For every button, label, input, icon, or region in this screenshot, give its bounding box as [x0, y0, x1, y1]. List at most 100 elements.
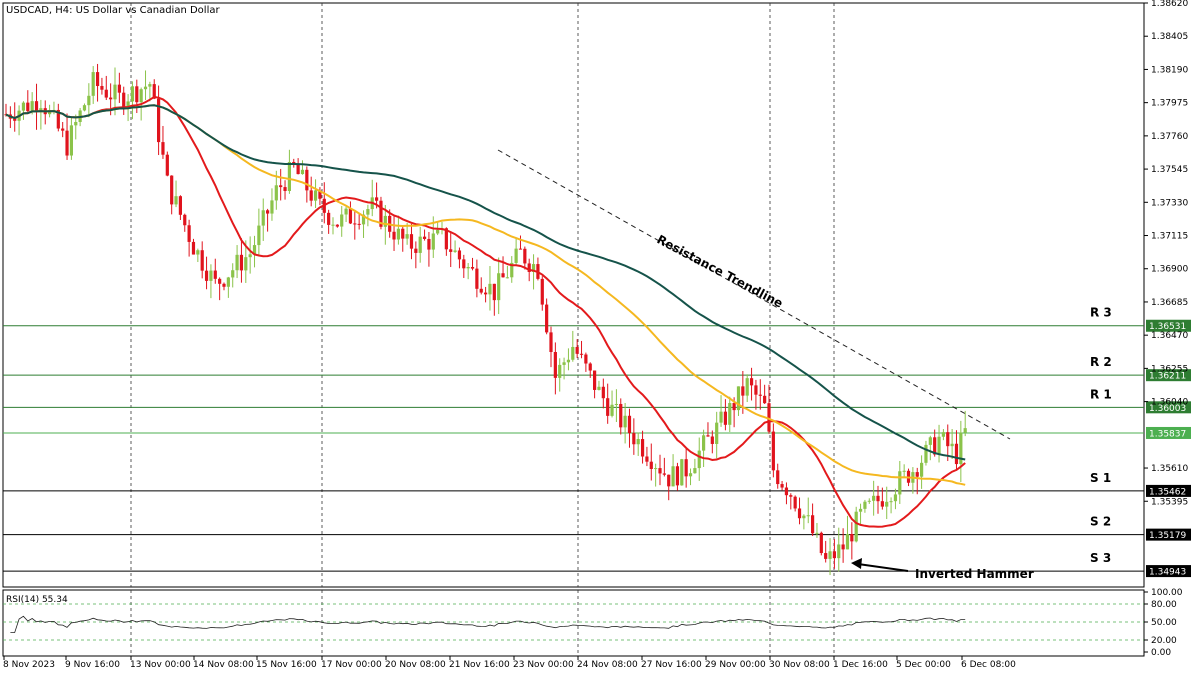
candle-bull [719, 411, 723, 423]
trendline-label: Resistance Trendline [655, 232, 786, 310]
candle-bear [915, 472, 919, 477]
candle-bull [562, 362, 566, 365]
candle-bull [418, 236, 422, 253]
candle-bull [231, 270, 235, 278]
candle-bear [13, 118, 17, 121]
candle-bull [69, 125, 73, 156]
candle-bear [584, 354, 588, 364]
candle-bear [183, 214, 187, 226]
rsi-tick-label: 20.00 [1151, 636, 1177, 646]
candle-bull [566, 359, 571, 363]
candle-bear [619, 403, 623, 428]
level-name: S 3 [1090, 551, 1111, 565]
candle-bull [924, 444, 928, 463]
candle-bull [571, 346, 575, 360]
y-tick-label: 1.38405 [1151, 32, 1188, 42]
candle-bear [749, 378, 754, 386]
candle-bear [667, 474, 671, 487]
candle-bear [191, 241, 196, 255]
price-panel-border [2, 2, 1145, 588]
candle-bear [296, 163, 300, 175]
candle-bear [588, 363, 592, 371]
candle-bull [745, 378, 749, 396]
candle-bear [152, 84, 156, 99]
candle-bull [693, 468, 697, 474]
candle-bull [143, 86, 148, 90]
candle-bull [893, 494, 898, 502]
hammer-arrow-line [857, 563, 909, 572]
x-tick-label: 1 Dec 16:00 [833, 660, 888, 670]
rsi-label: RSI(14) 55.34 [6, 595, 68, 605]
candle-bear [484, 292, 488, 295]
candle-bear [501, 273, 505, 278]
candle-bear [56, 109, 60, 129]
candle-bear [65, 130, 69, 156]
ma-fast-line [5, 95, 966, 528]
candle-bear [549, 332, 553, 353]
candle-bull [558, 364, 562, 378]
candle-bear [784, 487, 789, 496]
candle-bear [850, 534, 854, 542]
level-name: S 2 [1090, 515, 1111, 529]
candle-bear [797, 508, 802, 519]
candle-bull [688, 473, 693, 477]
candle-bull [209, 270, 213, 281]
chart-title: USDCAD, H4: US Dollar vs Canadian Dollar [6, 5, 220, 16]
candle-bear [392, 231, 396, 240]
candle-bull [828, 551, 832, 559]
candle-bear [754, 385, 758, 395]
candle-bull [510, 262, 514, 278]
candle-bull [126, 101, 130, 109]
candle-bear [776, 470, 780, 485]
candle-bull [287, 161, 291, 191]
candle-bull [196, 250, 200, 255]
candle-bear [109, 97, 113, 100]
candle-bear [675, 466, 680, 486]
y-tick-label: 1.36685 [1151, 298, 1188, 308]
rsi-line [10, 615, 966, 633]
x-tick-label: 23 Nov 00:00 [513, 660, 574, 670]
x-tick-label: 9 Nov 16:00 [65, 660, 120, 670]
level-price-badge [1146, 426, 1191, 439]
candle-bear [789, 495, 793, 497]
candle-bear [309, 190, 313, 201]
candle-bull [959, 432, 963, 465]
candle-bull [497, 273, 501, 301]
y-tick-label: 1.36255 [1151, 364, 1188, 374]
candle-bear [449, 249, 453, 252]
candle-bear [824, 553, 828, 559]
candle-bear [187, 225, 191, 242]
y-tick-label: 1.37760 [1151, 132, 1188, 142]
candle-bull [928, 437, 932, 445]
level-price-badge [1146, 369, 1191, 382]
candle-bull [671, 466, 675, 487]
level-price-badge [1146, 319, 1191, 332]
candle-bear [122, 92, 126, 109]
candle-bull [226, 277, 230, 287]
candle-bull [514, 248, 518, 263]
y-tick-label: 1.37975 [1151, 99, 1188, 109]
candle-bear [880, 501, 884, 507]
candle-bear [178, 196, 182, 215]
candle-bull [531, 264, 536, 272]
candle-bear [767, 403, 771, 432]
candle-bear [414, 248, 418, 253]
level-name: S 1 [1090, 471, 1111, 485]
rsi-tick-label: 0.00 [1151, 648, 1171, 658]
candle-bear [222, 283, 226, 287]
x-tick-label: 13 Nov 00:00 [130, 660, 191, 670]
candle-bear [793, 496, 797, 509]
candle-bull [331, 224, 335, 226]
candle-bear [710, 436, 714, 444]
candle-bear [95, 72, 100, 87]
candle-bear [475, 268, 479, 289]
candle-bear [327, 212, 331, 225]
candle-bear [645, 456, 649, 462]
ma-slow-line [5, 104, 966, 461]
candle-bull [702, 435, 706, 451]
candle-bear [213, 270, 217, 279]
candle-bull [248, 254, 252, 258]
candle-bear [706, 435, 710, 437]
candle-bear [575, 346, 579, 354]
